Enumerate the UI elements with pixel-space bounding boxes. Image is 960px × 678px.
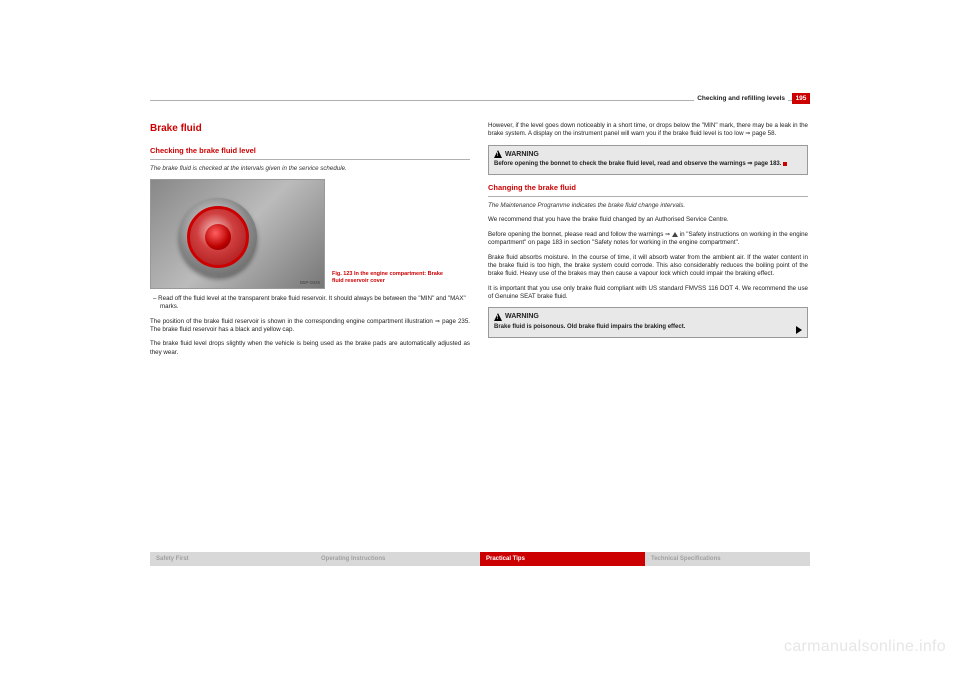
warning-body: Before opening the bonnet to check the b… (494, 161, 802, 169)
header-rule: Checking and refilling levels 195 (150, 100, 810, 116)
warning-body: Brake fluid is poisonous. Old brake flui… (494, 324, 802, 332)
intro-text: The brake fluid is checked at the interv… (150, 165, 470, 173)
warning-text: Before opening the bonnet to check the b… (494, 161, 781, 167)
section-heading: Brake fluid (150, 122, 470, 136)
warning-header: WARNING (494, 150, 802, 159)
footer-tab-technical: Technical Specifications (645, 552, 810, 566)
figure-code: B5P-0025 (300, 280, 320, 286)
heading-rule (150, 159, 470, 160)
body-paragraph: Before opening the bonnet, please read a… (488, 231, 808, 248)
body-paragraph: We recommend that you have the brake flu… (488, 216, 808, 224)
body-paragraph: The position of the brake fluid reservoi… (150, 318, 470, 335)
page-content: Checking and refilling levels 195 Brake … (150, 100, 810, 550)
body-paragraph: However, if the level goes down noticeab… (488, 122, 808, 139)
para-text-pre: Before opening the bonnet, please read a… (488, 231, 672, 238)
warning-label: WARNING (505, 312, 539, 321)
body-paragraph: The brake fluid level drops slightly whe… (150, 340, 470, 357)
end-square-icon (783, 162, 787, 166)
footer-nav: Safety First Operating Instructions Prac… (150, 552, 810, 566)
reservoir-cap-center (205, 224, 231, 250)
figure-image: B5P-0025 (150, 179, 325, 289)
footer-tab-practical: Practical Tips (480, 552, 645, 566)
subsection-heading: Checking the brake fluid level (150, 146, 470, 156)
continue-arrow-icon (796, 326, 802, 334)
heading-rule (488, 196, 808, 197)
warning-box: WARNING Brake fluid is poisonous. Old br… (488, 307, 808, 337)
warning-triangle-icon (494, 313, 502, 321)
warning-text: Brake fluid is poisonous. Old brake flui… (494, 324, 685, 330)
intro-text: The Maintenance Programme indicates the … (488, 202, 808, 210)
left-column: Brake fluid Checking the brake fluid lev… (150, 122, 470, 363)
figure-caption: Fig. 123 In the engine compartment: Brak… (332, 271, 452, 285)
body-paragraph: It is important that you use only brake … (488, 285, 808, 302)
instruction-step: – Read off the fluid level at the transp… (150, 295, 470, 312)
footer-tab-operating: Operating Instructions (315, 552, 480, 566)
right-column: However, if the level goes down noticeab… (488, 122, 808, 363)
warning-box: WARNING Before opening the bonnet to che… (488, 145, 808, 175)
warning-header: WARNING (494, 312, 802, 321)
footer-tab-safety: Safety First (150, 552, 315, 566)
body-paragraph: Brake fluid absorbs moisture. In the cou… (488, 254, 808, 279)
page-number-badge: 195 (792, 93, 810, 104)
two-column-layout: Brake fluid Checking the brake fluid lev… (150, 122, 810, 363)
warning-label: WARNING (505, 150, 539, 159)
warning-triangle-icon (494, 150, 502, 158)
subsection-heading: Changing the brake fluid (488, 183, 808, 193)
figure-row: B5P-0025 Fig. 123 In the engine compartm… (150, 179, 470, 289)
running-head: Checking and refilling levels (694, 95, 788, 102)
watermark-text: carmanualsonline.info (784, 638, 946, 656)
